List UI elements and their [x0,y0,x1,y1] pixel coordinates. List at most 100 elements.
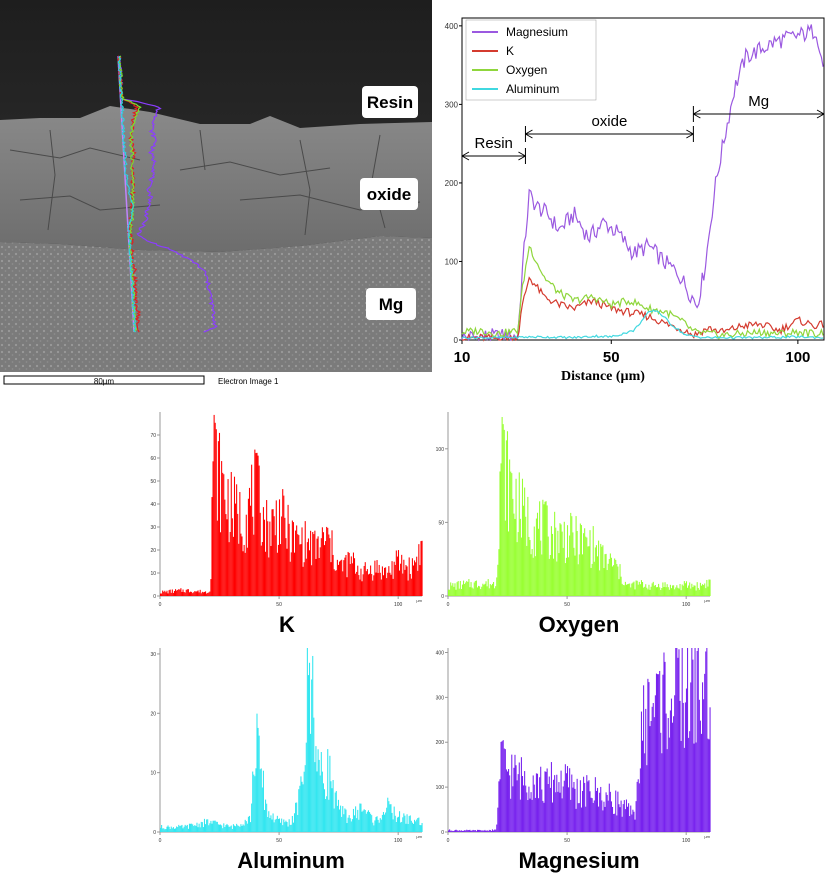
histogram-title: Magnesium [518,848,639,873]
histogram-bar [318,759,320,832]
histogram-bar [292,522,294,596]
histogram-bar [332,780,334,832]
histogram-bar [325,541,327,596]
histogram-bar [531,549,533,596]
histogram-bar [380,579,382,596]
histogram-bar [590,797,592,832]
histogram-bar [232,824,234,832]
histogram-bar [247,816,249,832]
histogram-bar [172,592,174,596]
histogram-bar [245,821,247,832]
histogram-bar [209,591,211,596]
histogram-bar [535,773,537,832]
histogram-bar [381,814,383,832]
histogram-bar [568,787,570,832]
histogram-bar [306,648,308,832]
histogram-bar [261,542,263,596]
histogram-bar [521,776,524,832]
histogram-bar [526,792,528,832]
histogram-bar [596,556,599,596]
histogram-bar [350,821,352,832]
histogram-bar [584,528,586,596]
histogram-bar [258,735,260,832]
histogram-bar [360,568,362,596]
histogram-bar [322,783,324,832]
histogram-bar [652,703,654,832]
histogram-bar [529,798,531,832]
histogram-bar [667,587,669,596]
histogram-bar [665,587,667,596]
histogram-bar [494,588,496,596]
histogram-bar [253,774,255,832]
histogram-bar [209,823,211,832]
histogram-bar [277,818,279,832]
histogram-bar [396,817,398,832]
y-tick-label: 50 [438,520,444,526]
histogram-bar [177,589,179,596]
histogram-bar [661,587,663,596]
histogram-bar [235,826,237,832]
histogram-bar [303,562,305,596]
histogram-bar [613,813,615,832]
histogram-bar [296,525,298,596]
histogram-bar [376,560,378,596]
histogram-bar [340,560,342,596]
histogram-bar [417,570,419,596]
histogram-bar [497,564,499,596]
histogram-bar [366,811,368,832]
histogram-bar [357,565,359,596]
histogram-bar [239,826,241,832]
histogram-bar [326,526,328,596]
histogram-bar [190,591,192,596]
histogram-bar [660,589,662,596]
histogram-bar [472,829,474,832]
histogram-bar [256,452,258,596]
histogram-bar [647,678,649,832]
histogram-bar [692,659,694,832]
histogram-bar [688,737,690,832]
histogram-bar [347,551,349,596]
histogram-bar [559,523,561,596]
histogram-bar [521,478,524,596]
histogram-bar [407,823,409,832]
histogram-bar [609,791,611,832]
histogram-bar [638,783,640,832]
histogram-bar [605,553,607,596]
histogram-bar [578,554,580,596]
x-tick-label: 100 [785,349,810,366]
histogram-bar [320,752,322,832]
histogram-bar [225,825,227,832]
histogram-bar [415,821,417,832]
histogram-bar [583,776,585,832]
histogram-bar [371,815,373,832]
histogram-bar [221,461,223,596]
histogram-bar [524,487,526,596]
histogram-bar [211,497,213,596]
histogram-bar [662,674,664,832]
histogram-bar [575,808,577,832]
histogram-bar [450,582,452,596]
histogram-bar [307,538,309,596]
histogram-bar [470,830,472,832]
histogram-bar [257,455,259,596]
histogram-bar [349,818,351,832]
legend-box [465,19,597,101]
histogram-bar [196,822,198,832]
histogram-bar [175,589,177,596]
histogram-bar [592,526,594,596]
histogram-bar [632,809,634,832]
histogram-bar [310,733,312,832]
histogram-bar [680,590,682,596]
histogram-bar [655,587,658,596]
histogram-bar [176,590,178,596]
histogram-bar [181,824,183,832]
histogram-bar [579,780,581,832]
histogram-bar [585,536,587,596]
histogram-bar [405,823,407,832]
histogram-bar [318,557,320,596]
histogram-bar [162,590,164,596]
histogram-bar [345,554,347,596]
histogram-bar [543,802,545,832]
histogram-bar [284,822,286,832]
legend-entry: Magnesium [506,25,568,39]
